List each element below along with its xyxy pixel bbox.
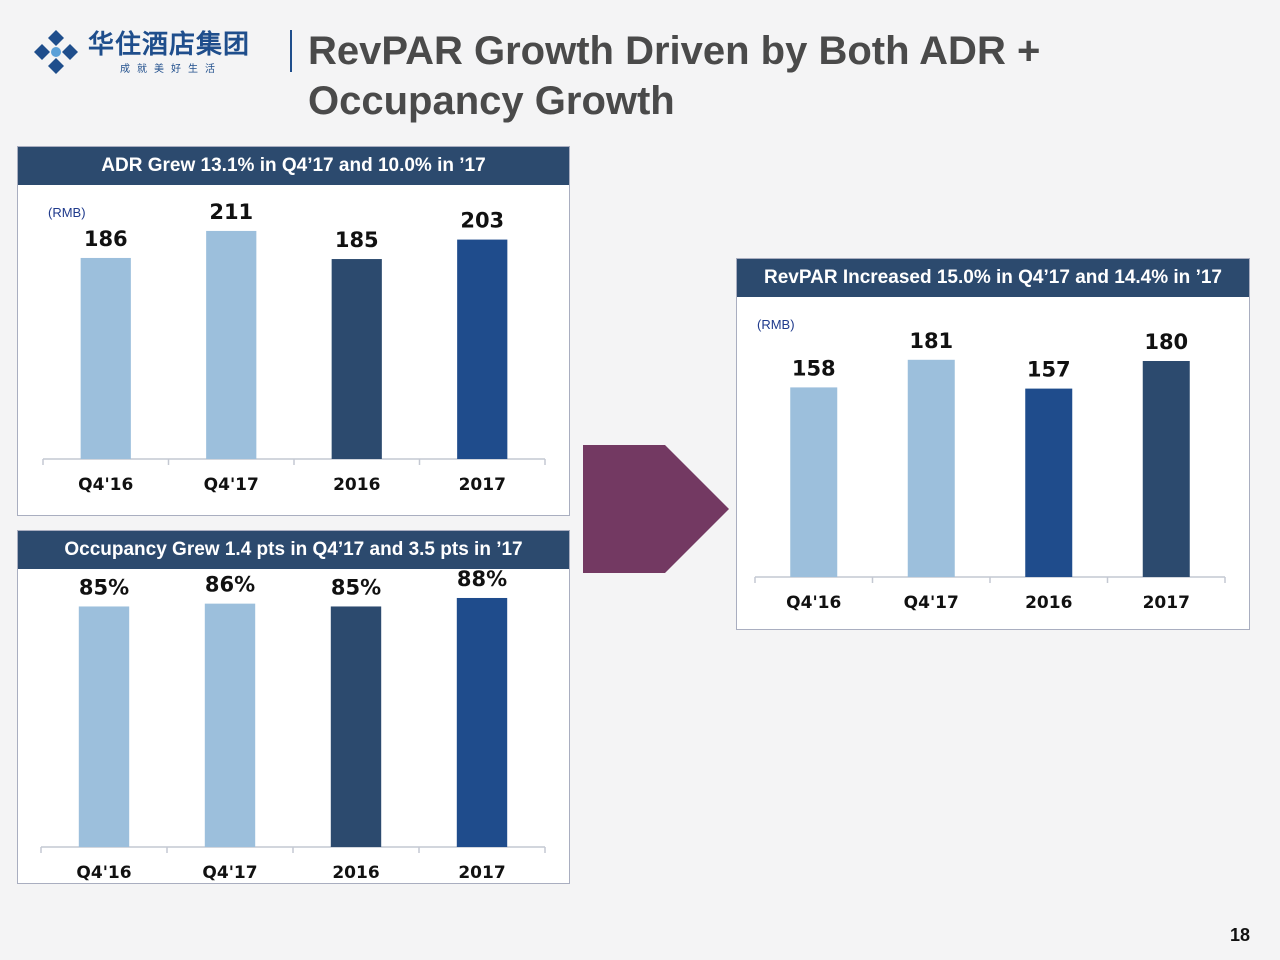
- occupancy-tick-label: Q4'17: [202, 863, 257, 883]
- revpar-tick-label: 2016: [1025, 593, 1072, 613]
- occupancy-tick-label: Q4'16: [76, 863, 131, 883]
- occupancy-data-label: 88%: [457, 567, 507, 591]
- revpar-data-label: 180: [1144, 330, 1188, 354]
- revpar-data-label: 181: [909, 329, 953, 353]
- revpar-data-label: 157: [1027, 358, 1071, 382]
- adr-chart-title: ADR Grew 13.1% in Q4’17 and 10.0% in ’17: [18, 147, 569, 185]
- logo-mark-icon: [34, 30, 78, 74]
- revpar-tick-label: 2017: [1143, 593, 1190, 613]
- occupancy-bar: [78, 606, 130, 847]
- adr-tick-label: Q4'17: [204, 475, 259, 495]
- occupancy-bar-chart: 85% Q4'16 86% Q4'17 85% 2016 88% 2017: [40, 567, 546, 883]
- logo-chinese-name: 华住酒店集团: [88, 30, 251, 60]
- adr-bar-chart: 186 Q4'16 211 Q4'17 185 2016 203 2017: [42, 200, 546, 495]
- occupancy-tick-label: 2017: [458, 863, 505, 883]
- revpar-bar: [1025, 388, 1073, 577]
- occupancy-data-label: 85%: [331, 575, 381, 599]
- arrow-right-icon: [583, 445, 729, 573]
- page-number: 18: [1229, 925, 1250, 945]
- adr-tick-label: Q4'16: [78, 475, 133, 495]
- page-title-line-2: Occupancy Growth: [308, 79, 675, 123]
- adr-chart-panel: ADR Grew 13.1% in Q4’17 and 10.0% in ’17…: [17, 146, 570, 516]
- revpar-data-label: 158: [792, 356, 836, 380]
- header-divider: [290, 30, 292, 72]
- occupancy-data-label: 86%: [205, 573, 255, 597]
- revpar-chart-title: RevPAR Increased 15.0% in Q4’17 and 14.4…: [737, 259, 1249, 297]
- revpar-chart-panel: RevPAR Increased 15.0% in Q4’17 and 14.4…: [736, 258, 1250, 630]
- occupancy-bar: [204, 603, 256, 847]
- adr-bar: [331, 259, 382, 459]
- revpar-unit-label: (RMB): [757, 317, 795, 332]
- adr-data-label: 211: [209, 200, 253, 224]
- revpar-bar-chart: 158 Q4'16 181 Q4'17 157 2016 180 2017: [754, 329, 1226, 613]
- occupancy-chart-title: Occupancy Grew 1.4 pts in Q4’17 and 3.5 …: [18, 531, 569, 569]
- revpar-bar: [790, 387, 838, 577]
- occupancy-data-label: 85%: [79, 575, 129, 599]
- adr-tick-label: 2017: [459, 475, 506, 495]
- occupancy-tick-label: 2016: [332, 863, 379, 883]
- revpar-bar: [907, 359, 955, 577]
- adr-tick-label: 2016: [333, 475, 380, 495]
- adr-data-label: 186: [84, 227, 128, 251]
- company-logo: 华住酒店集团 成就美好生活: [30, 22, 280, 82]
- page-title-line-1: RevPAR Growth Driven by Both ADR +: [308, 29, 1041, 73]
- revpar-tick-label: Q4'16: [786, 593, 841, 613]
- logo-tagline: 成就美好生活: [120, 64, 222, 75]
- adr-bar: [206, 230, 257, 459]
- page-title: RevPAR Growth Driven by Both ADR + Occup…: [308, 26, 1040, 126]
- adr-data-label: 203: [460, 209, 504, 233]
- adr-data-label: 185: [335, 228, 379, 252]
- occupancy-bar: [456, 597, 508, 847]
- adr-unit-label: (RMB): [48, 205, 86, 220]
- revpar-tick-label: Q4'17: [904, 593, 959, 613]
- revpar-bar: [1142, 361, 1190, 577]
- occupancy-chart-panel: Occupancy Grew 1.4 pts in Q4’17 and 3.5 …: [17, 530, 570, 884]
- adr-bar: [457, 239, 508, 459]
- occupancy-bar: [330, 606, 382, 847]
- adr-bar: [80, 257, 131, 459]
